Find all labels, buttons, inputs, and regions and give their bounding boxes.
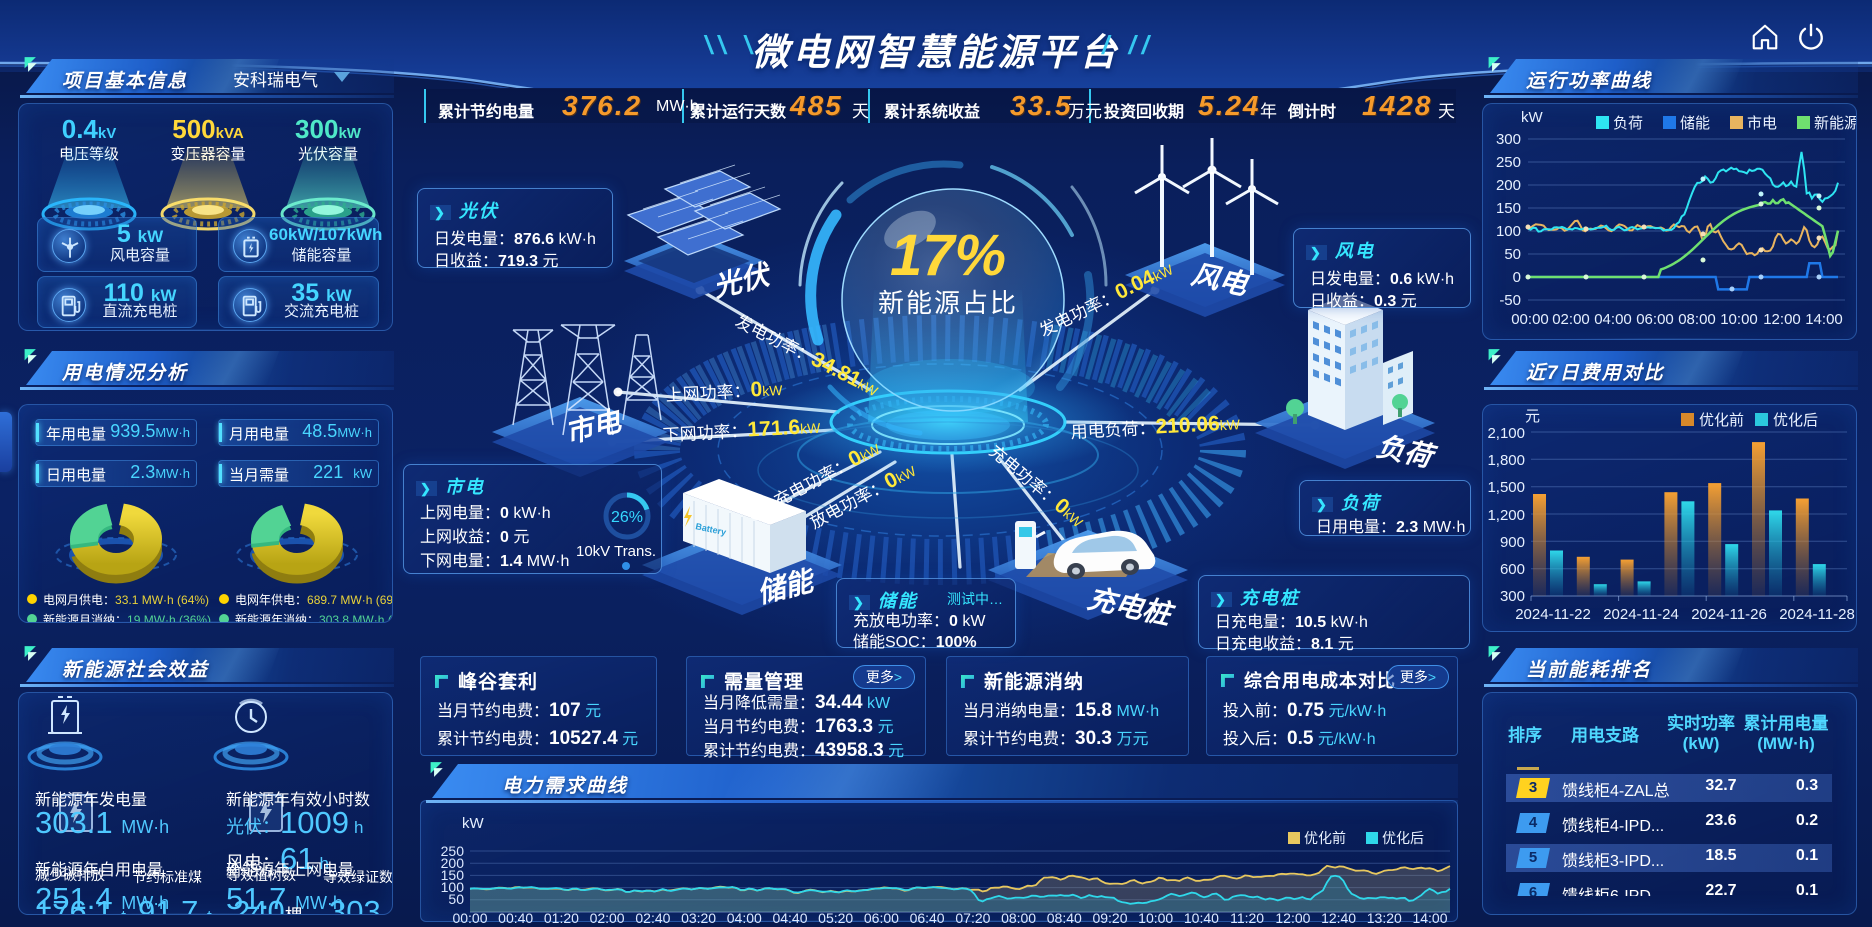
- svg-text:02:00: 02:00: [590, 910, 625, 925]
- svg-text:2024-11-28: 2024-11-28: [1779, 606, 1855, 623]
- svg-text:0: 0: [1513, 269, 1521, 286]
- svg-text:900: 900: [1500, 534, 1525, 551]
- svg-text:06:00: 06:00: [1636, 311, 1674, 328]
- svg-text:1,200: 1,200: [1487, 507, 1525, 524]
- svg-text:00:00: 00:00: [452, 910, 487, 925]
- svg-text:07:20: 07:20: [955, 910, 990, 925]
- svg-text:04:40: 04:40: [772, 910, 807, 925]
- svg-text:05:20: 05:20: [818, 910, 853, 925]
- svg-text:优化前: 优化前: [1304, 830, 1346, 846]
- svg-text:250: 250: [441, 843, 465, 859]
- svg-text:新能源: 新能源: [1814, 115, 1857, 132]
- svg-text:新能源占比: 新能源占比: [878, 288, 1018, 318]
- svg-text:200: 200: [1496, 177, 1521, 194]
- svg-text:1,500: 1,500: [1487, 479, 1525, 496]
- svg-text:200: 200: [441, 855, 465, 871]
- svg-text:14:00: 14:00: [1805, 311, 1843, 328]
- svg-text:06:00: 06:00: [864, 910, 899, 925]
- svg-text:元: 元: [1525, 408, 1540, 425]
- svg-text:06:40: 06:40: [910, 910, 945, 925]
- svg-text:13:20: 13:20: [1367, 910, 1402, 925]
- svg-text:12:00: 12:00: [1275, 910, 1310, 925]
- svg-text:02:40: 02:40: [635, 910, 670, 925]
- svg-text:优化后: 优化后: [1773, 412, 1818, 429]
- svg-text:08:00: 08:00: [1678, 311, 1716, 328]
- svg-text:26%: 26%: [611, 509, 643, 526]
- svg-text:2024-11-24: 2024-11-24: [1603, 606, 1679, 623]
- svg-text:150: 150: [441, 867, 465, 883]
- svg-text:300: 300: [1496, 131, 1521, 148]
- svg-text:10:40: 10:40: [1184, 910, 1219, 925]
- svg-text:150: 150: [1496, 200, 1521, 217]
- svg-text:11:20: 11:20: [1230, 910, 1264, 925]
- svg-text:50: 50: [448, 891, 464, 907]
- svg-text:100: 100: [1496, 223, 1521, 240]
- svg-text:04:00: 04:00: [1594, 311, 1632, 328]
- svg-text:10:00: 10:00: [1720, 311, 1758, 328]
- svg-text:250: 250: [1496, 154, 1521, 171]
- svg-text:17%: 17%: [890, 223, 1006, 288]
- svg-text:优化后: 优化后: [1382, 830, 1424, 846]
- svg-text:02:00: 02:00: [1552, 311, 1590, 328]
- svg-text:储能: 储能: [1680, 115, 1710, 132]
- svg-text:2024-11-26: 2024-11-26: [1691, 606, 1767, 623]
- svg-text:-50: -50: [1499, 292, 1521, 309]
- svg-text:市电: 市电: [1747, 115, 1777, 132]
- svg-text:2,100: 2,100: [1487, 425, 1525, 442]
- svg-text:00:40: 00:40: [498, 910, 533, 925]
- svg-text:12:40: 12:40: [1321, 910, 1356, 925]
- svg-text:kW: kW: [1521, 109, 1544, 126]
- svg-text:负荷: 负荷: [1613, 115, 1643, 132]
- svg-text:14:00: 14:00: [1412, 910, 1447, 925]
- svg-text:50: 50: [1504, 246, 1521, 263]
- svg-text:01:20: 01:20: [544, 910, 579, 925]
- svg-text:2024-11-22: 2024-11-22: [1515, 606, 1591, 623]
- svg-text:1,800: 1,800: [1487, 452, 1525, 469]
- svg-text:kW: kW: [462, 815, 485, 832]
- svg-text:00:00: 00:00: [1511, 311, 1549, 328]
- svg-text:300: 300: [1500, 588, 1525, 605]
- svg-text:10:00: 10:00: [1138, 910, 1173, 925]
- svg-text:09:20: 09:20: [1092, 910, 1127, 925]
- svg-text:优化前: 优化前: [1699, 412, 1744, 429]
- svg-text:03:20: 03:20: [681, 910, 716, 925]
- svg-text:08:00: 08:00: [1001, 910, 1036, 925]
- svg-text:100: 100: [441, 879, 465, 895]
- svg-text:12:00: 12:00: [1763, 311, 1801, 328]
- svg-text:负荷: 负荷: [1374, 431, 1440, 474]
- svg-text:04:00: 04:00: [727, 910, 762, 925]
- svg-text:600: 600: [1500, 561, 1525, 578]
- svg-text:08:40: 08:40: [1047, 910, 1082, 925]
